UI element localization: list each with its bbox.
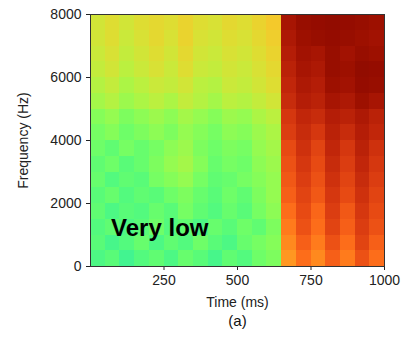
svg-text:4000: 4000: [50, 132, 81, 148]
svg-text:Time (ms): Time (ms): [206, 294, 268, 310]
svg-text:0: 0: [74, 258, 82, 274]
svg-text:1000: 1000: [369, 272, 400, 288]
svg-text:6000: 6000: [50, 69, 81, 85]
svg-text:Frequency (Hz): Frequency (Hz): [15, 92, 31, 188]
svg-text:250: 250: [152, 272, 176, 288]
svg-text:8000: 8000: [50, 6, 81, 22]
svg-text:Very low: Very low: [111, 214, 209, 241]
svg-text:500: 500: [226, 272, 250, 288]
svg-text:2000: 2000: [50, 195, 81, 211]
html-text:(a): (a): [228, 312, 247, 329]
svg-text:750: 750: [299, 272, 323, 288]
